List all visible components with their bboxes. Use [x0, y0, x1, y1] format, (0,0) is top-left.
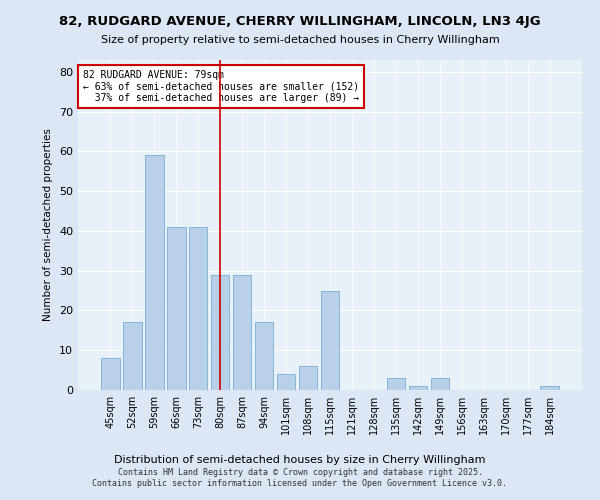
Bar — [320, 290, 340, 390]
Text: Size of property relative to semi-detached houses in Cherry Willingham: Size of property relative to semi-detach… — [101, 35, 499, 45]
Text: 82 RUDGARD AVENUE: 79sqm
← 63% of semi-detached houses are smaller (152)
  37% o: 82 RUDGARD AVENUE: 79sqm ← 63% of semi-d… — [83, 70, 359, 103]
Bar — [255, 322, 274, 390]
Text: Distribution of semi-detached houses by size in Cherry Willingham: Distribution of semi-detached houses by … — [114, 455, 486, 465]
Bar — [277, 374, 295, 390]
Bar — [299, 366, 317, 390]
Bar — [145, 156, 164, 390]
Bar — [233, 274, 251, 390]
Bar — [541, 386, 559, 390]
Bar — [101, 358, 119, 390]
Y-axis label: Number of semi-detached properties: Number of semi-detached properties — [43, 128, 53, 322]
Bar — [189, 227, 208, 390]
Bar — [431, 378, 449, 390]
Bar — [211, 274, 229, 390]
Bar — [123, 322, 142, 390]
Bar — [409, 386, 427, 390]
Text: Contains HM Land Registry data © Crown copyright and database right 2025.
Contai: Contains HM Land Registry data © Crown c… — [92, 468, 508, 487]
Bar — [167, 227, 185, 390]
Bar — [386, 378, 405, 390]
Text: 82, RUDGARD AVENUE, CHERRY WILLINGHAM, LINCOLN, LN3 4JG: 82, RUDGARD AVENUE, CHERRY WILLINGHAM, L… — [59, 15, 541, 28]
